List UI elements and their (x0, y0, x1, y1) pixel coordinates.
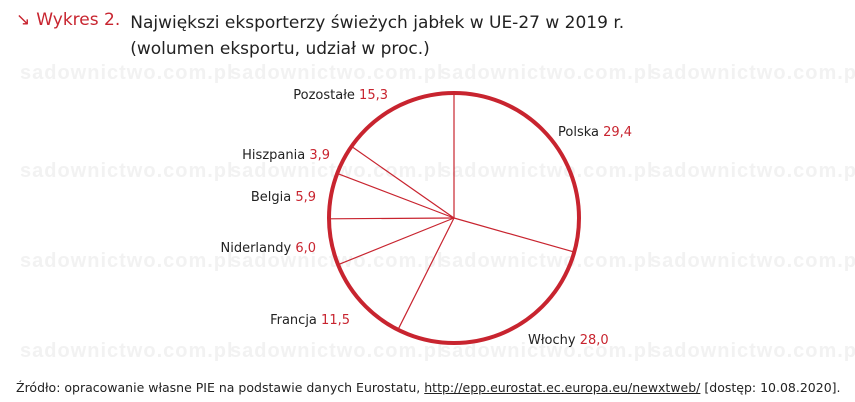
slice-label-name: Francja (270, 313, 321, 328)
watermark-text: sadownictwo.com.pl (650, 160, 855, 182)
slice-label-name: Niderlandy (220, 241, 295, 256)
watermark-text: sadownictwo.com.pl (230, 62, 444, 84)
source-prefix: Źródło: opracowanie własne PIE na podsta… (16, 380, 421, 395)
watermark-text: sadownictwo.com.pl (20, 340, 234, 362)
slice-divider (397, 217, 455, 330)
arrow-down-right-icon: ↘ (16, 10, 31, 30)
slice-label-value: 15,3 (359, 88, 388, 103)
slice-label: Hiszpania 3,9 (242, 148, 330, 163)
watermark-text: sadownictwo.com.pl (650, 250, 855, 272)
slice-label: Niderlandy 6,0 (220, 241, 316, 256)
slice-divider (336, 172, 455, 219)
slice-divider (337, 217, 455, 266)
slice-label: Włochy 28,0 (528, 333, 609, 348)
source-note: Źródło: opracowanie własne PIE na podsta… (16, 380, 841, 395)
slice-label-name: Pozostałe (293, 88, 359, 103)
figure-number: Wykres 2. (36, 10, 121, 30)
slice-label-value: 3,9 (309, 148, 330, 163)
source-suffix: [dostęp: 10.08.2020]. (704, 380, 841, 395)
watermark-text: sadownictwo.com.pl (440, 160, 654, 182)
watermark-text: sadownictwo.com.pl (440, 62, 654, 84)
figure-kicker: ↘ Wykres 2. (16, 10, 120, 62)
slice-label-name: Polska (558, 125, 603, 140)
chart-title-line1: Największi eksporterzy świeżych jabłek w… (130, 13, 625, 33)
watermark-text: sadownictwo.com.pl (20, 160, 234, 182)
slice-label-value: 28,0 (580, 333, 609, 348)
watermark-text: sadownictwo.com.pl (650, 62, 855, 84)
slice-divider (453, 217, 575, 253)
slice-label: Polska 29,4 (558, 125, 632, 140)
watermark-text: sadownictwo.com.pl (230, 340, 444, 362)
slice-label: Belgia 5,9 (251, 190, 316, 205)
slice-label-name: Włochy (528, 333, 580, 348)
watermark-text: sadownictwo.com.pl (650, 340, 855, 362)
watermark-text: sadownictwo.com.pl (440, 340, 654, 362)
slice-label-name: Belgia (251, 190, 296, 205)
watermark-text: sadownictwo.com.pl (20, 62, 234, 84)
slice-label: Francja 11,5 (270, 313, 350, 328)
slice-label-value: 29,4 (603, 125, 632, 140)
chart-title: Największi eksporterzy świeżych jabłek w… (130, 10, 624, 62)
source-link[interactable]: http://epp.eurostat.ec.europa.eu/newxtwe… (424, 380, 701, 395)
slice-label-value: 6,0 (295, 241, 316, 256)
slice-label-name: Hiszpania (242, 148, 309, 163)
slice-label: Pozostałe 15,3 (293, 88, 388, 103)
slice-divider (328, 217, 455, 220)
slice-label-value: 11,5 (321, 313, 350, 328)
watermark-text: sadownictwo.com.pl (20, 250, 234, 272)
watermark-text: sadownictwo.com.pl (440, 250, 654, 272)
chart-title-line2: (wolumen eksportu, udział w proc.) (130, 39, 430, 59)
slice-divider (351, 145, 455, 219)
chart-header: ↘ Wykres 2. Największi eksporterzy świeży… (16, 10, 624, 62)
slice-label-value: 5,9 (295, 190, 316, 205)
